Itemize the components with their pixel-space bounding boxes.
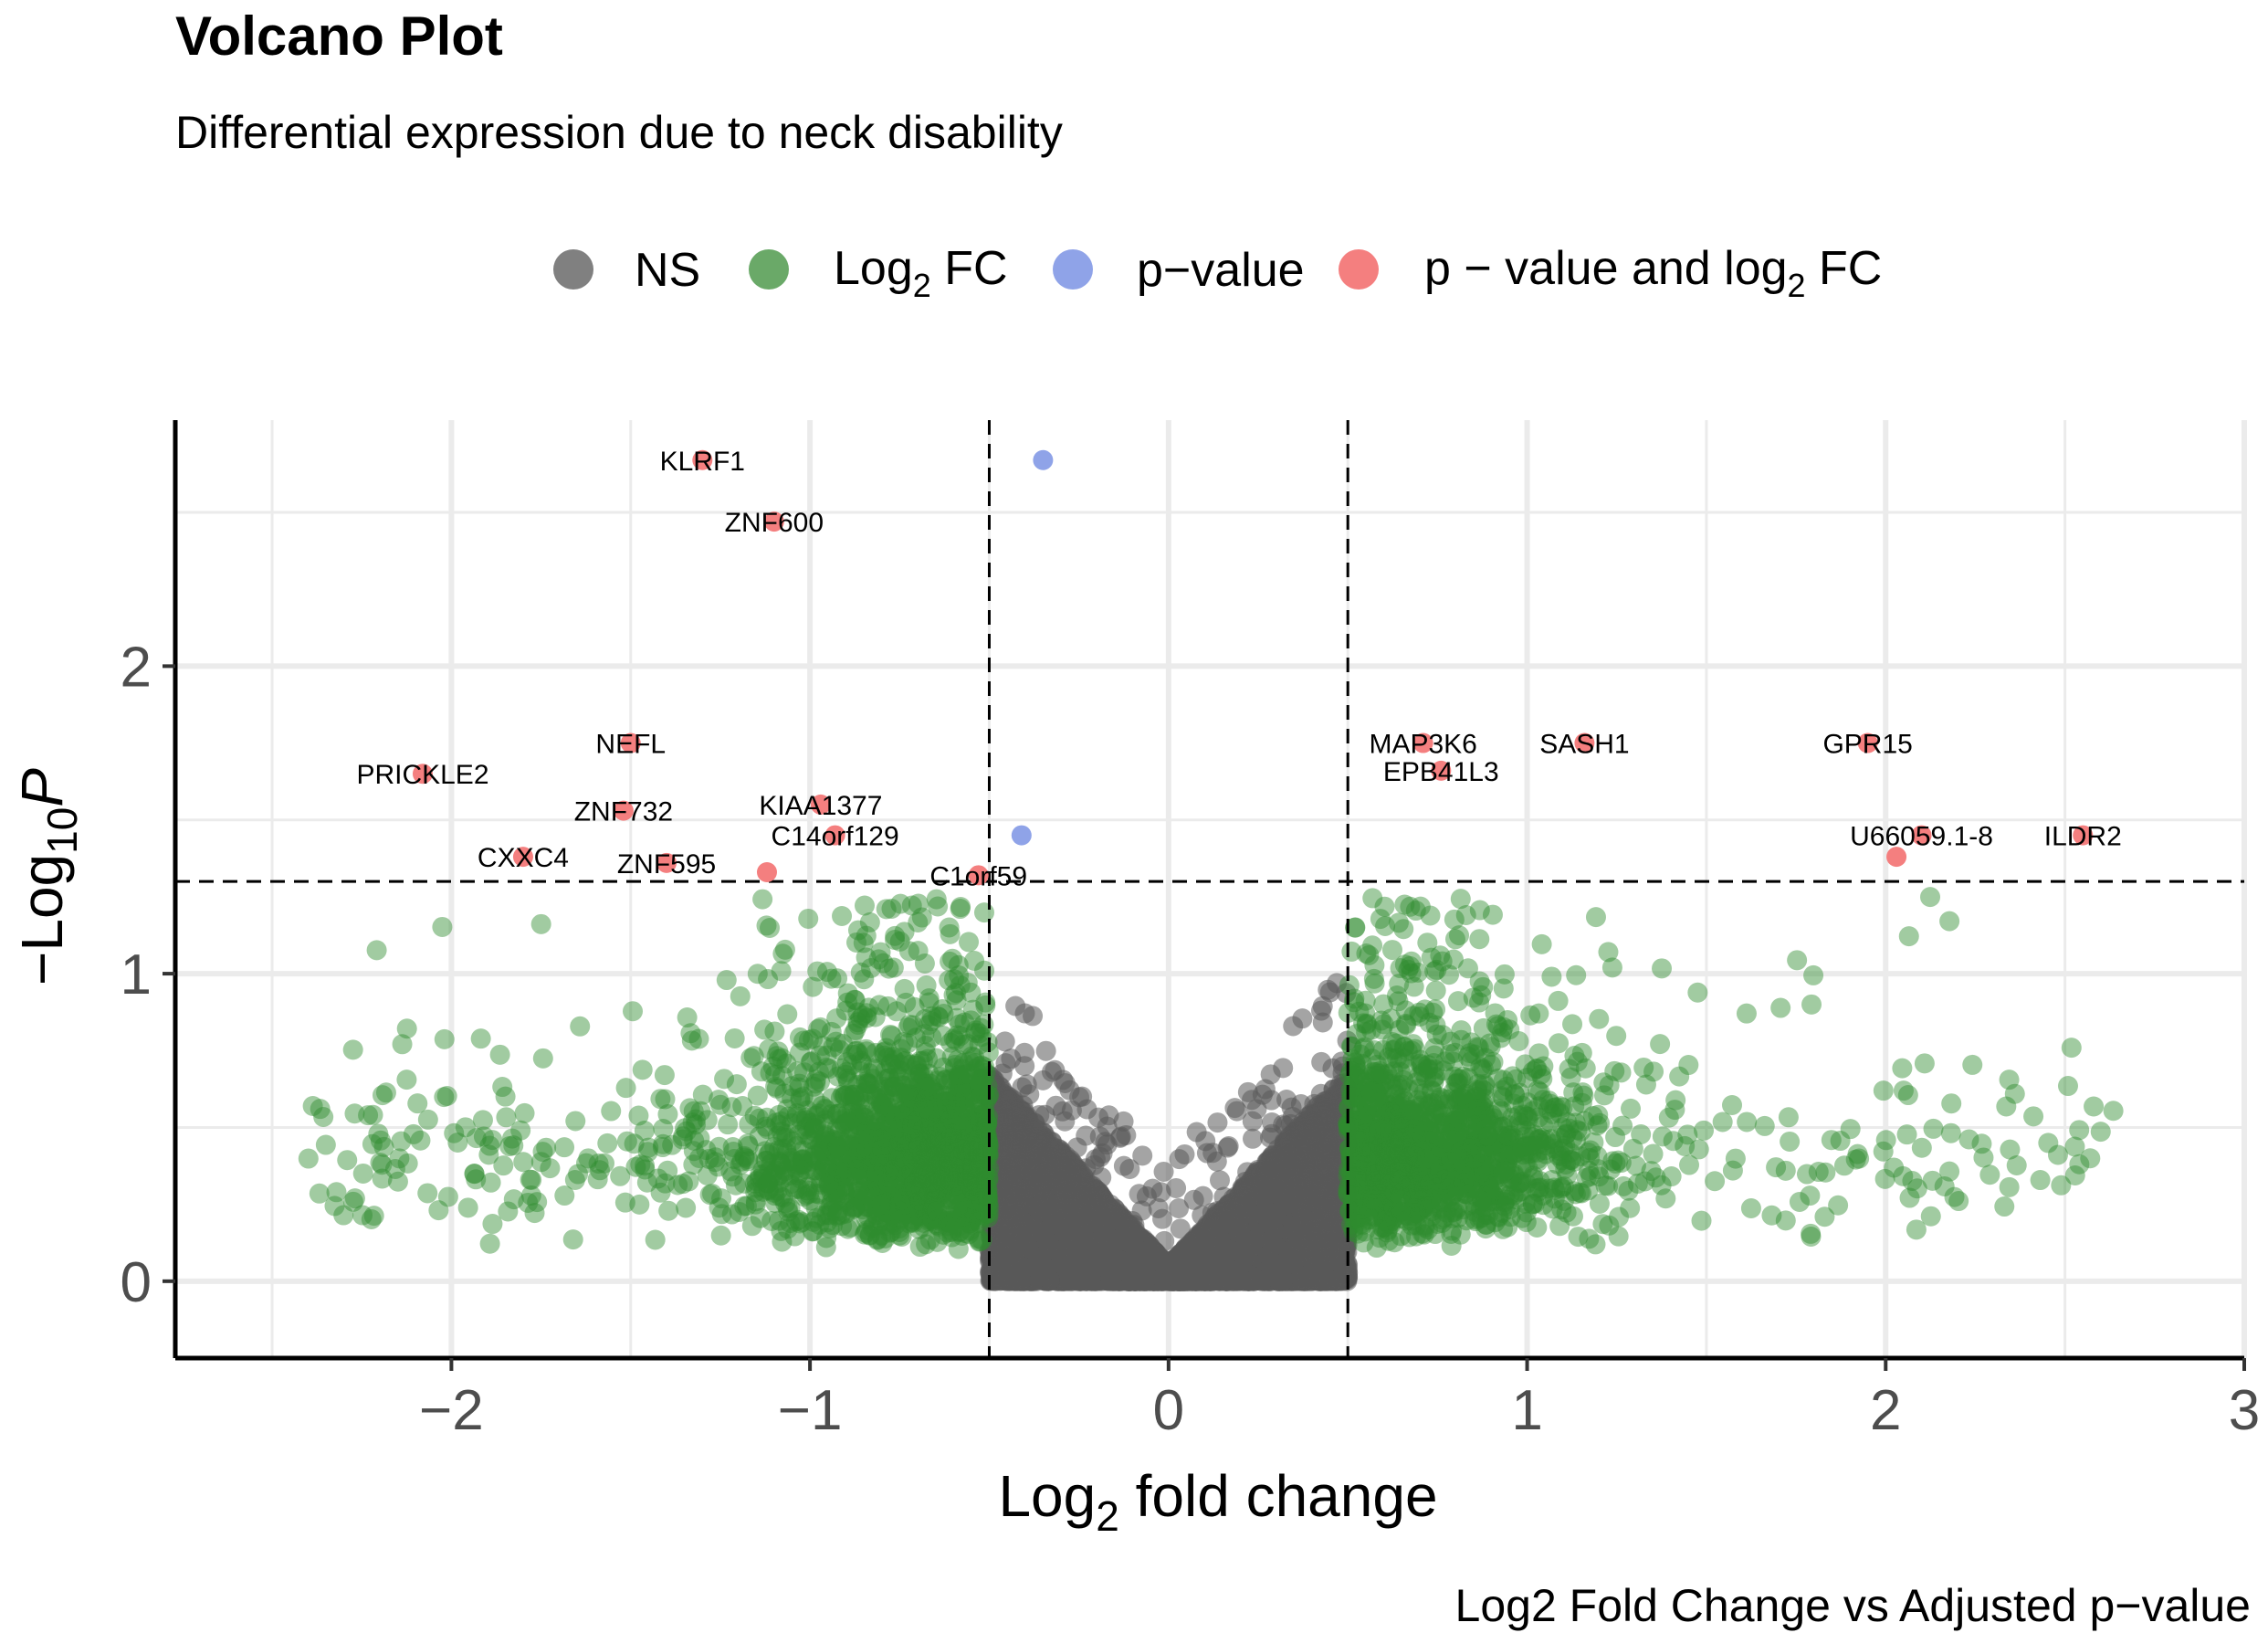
legend-item-ns: NS <box>553 244 700 297</box>
ns-point <box>1035 1040 1056 1061</box>
ns-point <box>1237 1081 1258 1102</box>
ns-point <box>1242 1111 1263 1132</box>
legend-label-both: p − value and log2 FC <box>1424 242 1882 304</box>
legend-swatch-both <box>1339 249 1379 290</box>
legend-item-both: p − value and log2 FC <box>1339 242 1882 304</box>
ns-point <box>1169 1197 1190 1218</box>
ns-point <box>1217 1137 1238 1158</box>
ns-point <box>1311 1051 1332 1072</box>
legend: NS Log2 FC p−value p − value and log2 FC <box>553 242 1882 304</box>
chart-title: Volcano Plot <box>175 5 503 67</box>
ns-point <box>1224 1098 1245 1119</box>
ns-point <box>995 1053 1016 1074</box>
ns-point <box>1209 1170 1230 1191</box>
ns-point <box>1243 1128 1264 1149</box>
legend-swatch-ns <box>553 249 593 290</box>
data-points <box>298 887 2124 1291</box>
legend-label-log2fc: Log2 FC <box>834 242 1008 304</box>
chart-subtitle: Differential expression due to neck disa… <box>175 107 1063 158</box>
legend-item-pvalue: p−value <box>1053 244 1305 297</box>
ns-point <box>1261 1090 1282 1111</box>
legend-swatch-log2fc <box>749 249 789 290</box>
legend-label-pvalue: p−value <box>1137 244 1305 297</box>
legend-item-log2fc: Log2 FC <box>749 242 1008 304</box>
ns-point <box>1076 1125 1097 1146</box>
legend-label-ns: NS <box>635 244 700 297</box>
ns-point <box>1169 1149 1190 1170</box>
legend-swatch-pvalue <box>1053 249 1093 290</box>
ns-point <box>1260 1064 1281 1085</box>
